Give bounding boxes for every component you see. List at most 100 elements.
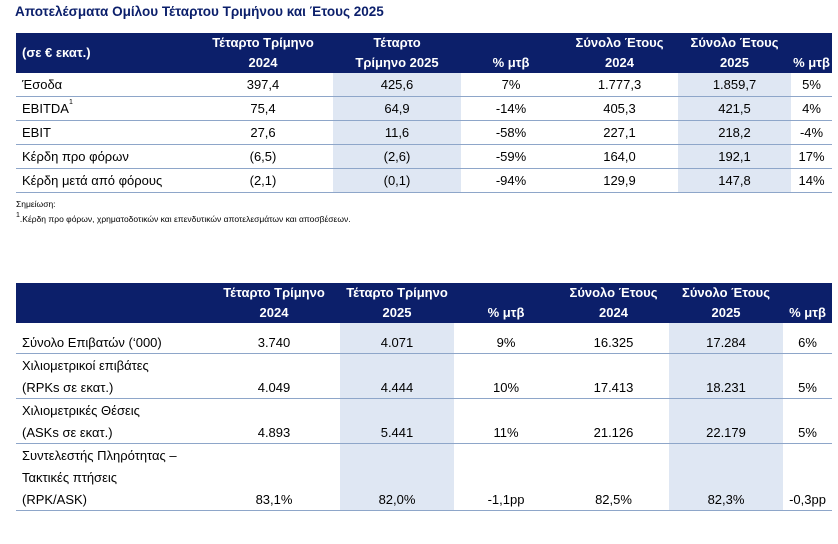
table-cell: 129,9 <box>561 168 678 193</box>
column-header: 2024 <box>193 53 333 73</box>
table-cell: 5% <box>783 376 832 399</box>
table-cell: 405,3 <box>561 96 678 121</box>
table-cell: 5% <box>783 421 832 444</box>
column-header <box>16 303 208 323</box>
row-label: Χιλιομετρικές Θέσεις <box>22 402 140 418</box>
table-cell: 11% <box>454 421 558 444</box>
table-cell: 421,5 <box>678 96 791 121</box>
column-header: Σύνολο Έτους <box>678 33 791 53</box>
table-cell: 22.179 <box>669 421 783 444</box>
table-cell: 1.777,3 <box>561 73 678 97</box>
column-header: 2024 <box>558 303 669 323</box>
column-header: % μτβ <box>783 303 832 323</box>
table-cell: 5.441 <box>340 421 454 444</box>
footnote: 1.Κέρδη προ φόρων, χρηματοδοτικών και επ… <box>16 212 351 224</box>
table-cell <box>669 443 783 466</box>
row-label-text: Κέρδη προ φόρων <box>22 149 129 164</box>
column-header <box>783 283 832 303</box>
table-row: Κέρδη προ φόρων (6,5) (2,6) -59% 164,0 192,1 1… <box>16 144 832 169</box>
note-label: Σημείωση: <box>16 199 56 209</box>
traffic-header: Τέταρτο Τρίμηνο Τέταρτο Τρίμηνο Σύνολο Έτο… <box>16 283 832 323</box>
table-cell <box>783 444 832 467</box>
table-row: Σύνολο Επιβατών (‘000) 3.740 4.071 9% 16.325… <box>16 331 832 354</box>
table-cell: (2,1) <box>193 168 333 193</box>
table-cell <box>208 444 340 467</box>
table-cell <box>558 399 669 422</box>
column-header <box>16 283 208 303</box>
table-cell: 83,1% <box>208 488 340 511</box>
table-row: Τακτικές πτήσεις <box>16 466 832 488</box>
table-cell: 192,1 <box>678 144 791 169</box>
table-cell: (2,6) <box>333 144 461 169</box>
table-cell: 1.859,7 <box>678 73 791 97</box>
table-cell: -58% <box>461 120 561 145</box>
table-cell <box>558 444 669 467</box>
table-cell <box>669 398 783 421</box>
column-header: Σύνολο Έτους <box>561 33 678 53</box>
column-header: Σύνολο Έτους <box>669 283 783 303</box>
column-header: 2024 <box>561 53 678 73</box>
table-cell <box>783 399 832 422</box>
table-cell <box>558 466 669 488</box>
table-cell: (0,1) <box>333 168 461 193</box>
table-row: Χιλιομετρικές Θέσεις <box>16 398 832 422</box>
footnote-marker: 1 <box>16 212 20 219</box>
table-cell: 82,3% <box>669 488 783 511</box>
table-cell: 7% <box>461 73 561 97</box>
column-header <box>461 33 561 53</box>
column-header <box>791 33 832 53</box>
row-label: (ASKs σε εκατ.) <box>16 421 208 444</box>
table-cell: 16.325 <box>558 331 669 354</box>
table-cell: 218,2 <box>678 120 791 145</box>
traffic-table: Τέταρτο Τρίμηνο Τέταρτο Τρίμηνο Σύνολο Έτο… <box>16 283 832 511</box>
column-header: Τέταρτο Τρίμηνο <box>340 283 454 303</box>
table-row: Έσοδα 397,4 425,6 7% 1.777,3 1.859,7 5% <box>16 73 832 97</box>
table-row: Συντελεστής Πληρότητας – <box>16 443 832 467</box>
table-cell <box>208 354 340 377</box>
table-cell: 18.231 <box>669 376 783 399</box>
column-header: % μτβ <box>791 53 832 73</box>
column-header: Τέταρτο <box>333 33 461 53</box>
table-cell <box>669 353 783 376</box>
table-cell <box>454 354 558 377</box>
table-cell <box>340 443 454 466</box>
group-results-body: Έσοδα 397,4 425,6 7% 1.777,3 1.859,7 5% EBITDA1… <box>16 73 832 193</box>
table-row: (RPKs σε εκατ.) 4.049 4.444 10% 17.413 18.231… <box>16 376 832 399</box>
row-label: Κέρδη μετά από φόρους <box>16 168 193 193</box>
column-header: 2024 <box>208 303 340 323</box>
table-cell <box>208 466 340 488</box>
table-cell: 17% <box>791 144 832 169</box>
table-cell: 17.284 <box>669 331 783 354</box>
table-cell: 397,4 <box>193 73 333 97</box>
row-label: (RPK/ASK) <box>16 488 208 511</box>
table-cell <box>340 466 454 488</box>
table-row: Χιλιομετρικοί επιβάτες <box>16 353 832 377</box>
row-label-text: EBITDA <box>22 101 69 116</box>
column-header: 2025 <box>678 53 791 73</box>
table-cell: 10% <box>454 376 558 399</box>
group-results-table: (σε € εκατ.) Τέταρτο Τρίμηνο Τέταρτο Σύνολο… <box>16 33 832 193</box>
row-label: (RPKs σε εκατ.) <box>16 376 208 399</box>
column-header: Σύνολο Έτους <box>558 283 669 303</box>
table-row: EBIT 27,6 11,6 -58% 227,1 218,2 -4% <box>16 120 832 145</box>
row-label: EBIT <box>16 120 193 145</box>
column-header: Τέταρτο Τρίμηνο <box>208 283 340 303</box>
table-cell: 17.413 <box>558 376 669 399</box>
table-cell <box>783 354 832 377</box>
table-cell: 6% <box>783 331 832 354</box>
row-label: Σύνολο Επιβατών (‘000) <box>16 331 208 354</box>
table-cell: 4.893 <box>208 421 340 444</box>
row-label: Έσοδα <box>16 73 193 97</box>
table-cell <box>669 466 783 488</box>
table-cell: -14% <box>461 96 561 121</box>
table-cell <box>783 466 832 488</box>
table-cell: 27,6 <box>193 120 333 145</box>
row-label: EBITDA1 <box>16 96 193 121</box>
table-row: (ASKs σε εκατ.) 4.893 5.441 11% 21.126 22.179… <box>16 421 832 444</box>
group-results-header: (σε € εκατ.) Τέταρτο Τρίμηνο Τέταρτο Σύνολο… <box>16 33 832 73</box>
traffic-body: Σύνολο Επιβατών (‘000) 3.740 4.071 9% 16.325… <box>16 323 832 511</box>
column-header: (σε € εκατ.) <box>16 33 193 73</box>
row-label: Τακτικές πτήσεις <box>22 469 118 485</box>
table-cell: 82,5% <box>558 488 669 511</box>
table-cell: 164,0 <box>561 144 678 169</box>
